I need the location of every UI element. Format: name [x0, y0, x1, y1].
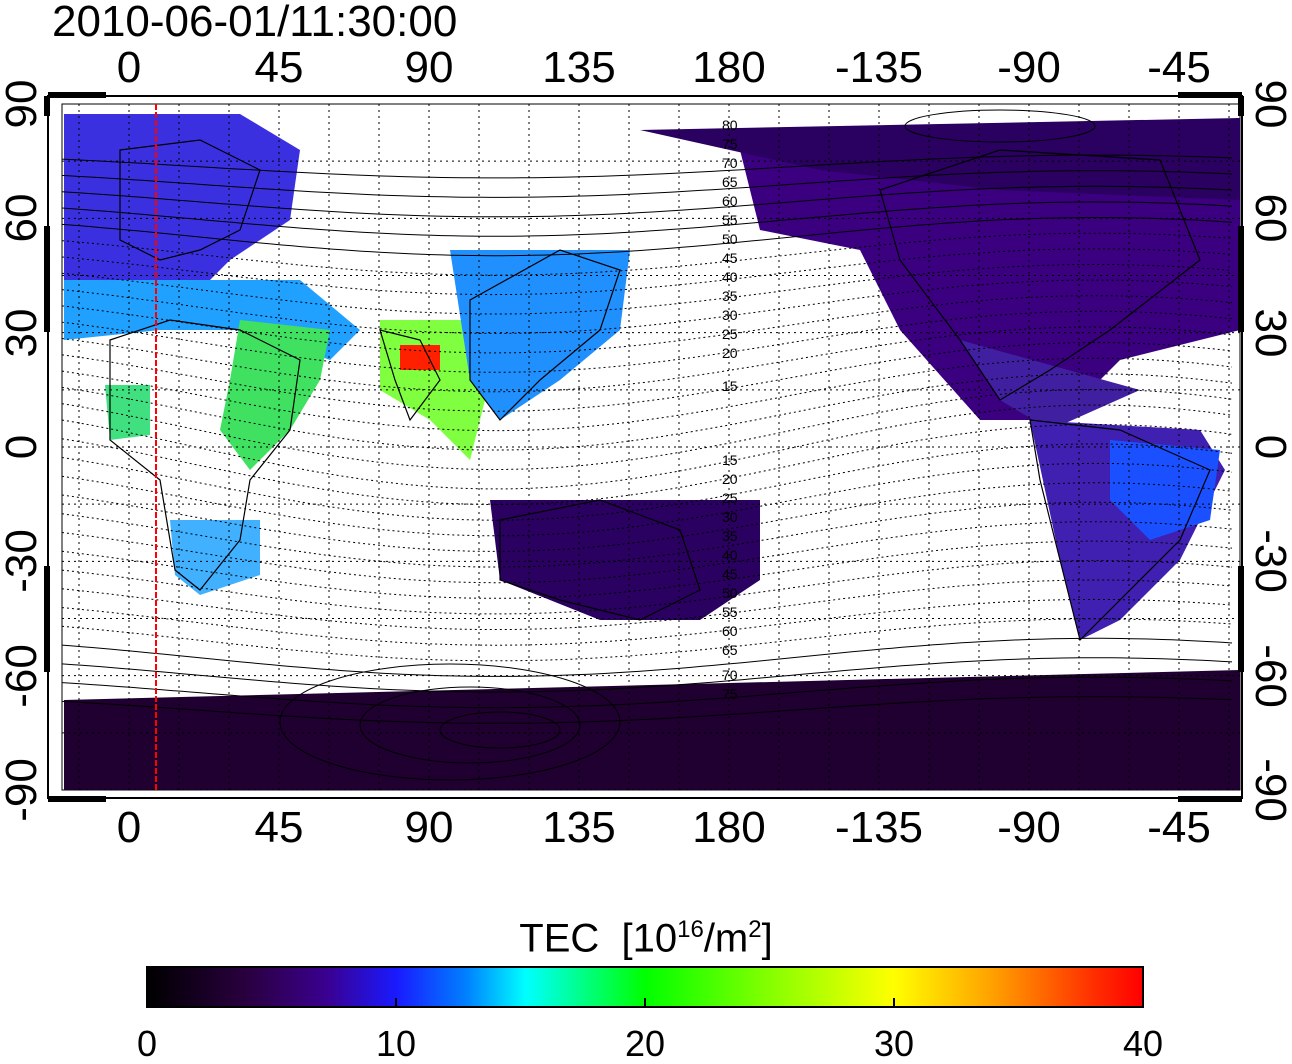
tec-west-africa	[105, 385, 150, 440]
y-tick-left-3: 0	[0, 434, 46, 460]
x-tick-bottom-3: 135	[542, 803, 616, 852]
x-tick-bottom-7: -45	[1147, 803, 1211, 852]
tec-east-africa	[220, 320, 330, 470]
coastline-1	[109, 319, 301, 591]
contour-label-north-6: 50	[722, 231, 738, 247]
coastlines	[109, 139, 1211, 642]
contour-label-south-1: 20	[722, 471, 738, 487]
contour-label-south-9: 60	[722, 623, 738, 639]
colorbar-unit-exponent: 16	[677, 916, 704, 943]
coastline-2	[379, 329, 441, 422]
tec-antarctica	[64, 670, 1240, 790]
x-tick-top-1: 45	[254, 43, 304, 92]
map-content	[62, 104, 1240, 790]
contour-label-north-13: 15	[722, 378, 738, 394]
contour-label-south-12: 75	[722, 686, 738, 702]
coastline-4	[499, 499, 701, 621]
contour-label-north-12: 20	[722, 345, 738, 361]
coastline-3	[469, 249, 621, 421]
y-tick-left-2: 30	[0, 308, 46, 358]
colorbar-unit-suffix: ]	[761, 916, 773, 961]
coastline-0	[119, 139, 261, 261]
colorbar-tick-mark-2	[644, 998, 646, 1008]
x-tick-top-5: -135	[834, 43, 924, 92]
contour-label-south-6: 45	[722, 566, 738, 582]
tec-central-america	[960, 340, 1140, 430]
contour-label-south-11: 70	[722, 667, 738, 683]
colorbar-tick-0: 0	[136, 1023, 158, 1064]
colorbar-unit-prefix: [10	[621, 916, 678, 961]
map-timestamp-title: 2010-06-01/11:30:00	[52, 0, 458, 46]
colorbar-tick-mark-3	[893, 998, 895, 1008]
y-tick-right-0: 90	[1246, 79, 1292, 129]
x-tick-top-6: -90	[997, 43, 1061, 92]
contour-label-north-1: 75	[722, 136, 738, 152]
contour-label-north-3: 65	[722, 174, 738, 190]
x-tick-bottom-6: -90	[997, 803, 1061, 852]
contour-label-north-9: 35	[722, 288, 738, 304]
axis-border-bars	[44, 92, 1244, 802]
x-tick-top-4: 180	[692, 43, 766, 92]
x-tick-bottom-2: 90	[404, 803, 454, 852]
x-tick-bottom-1: 45	[254, 803, 304, 852]
contour-label-north-10: 30	[722, 307, 738, 323]
colorbar-tick-2: 20	[624, 1023, 666, 1064]
y-tick-right-2: 30	[1246, 308, 1292, 358]
tec-australia	[490, 500, 760, 620]
lat-lon-grid	[62, 104, 1240, 790]
x-tick-bottom-4: 180	[692, 803, 766, 852]
contour-label-south-10: 65	[722, 642, 738, 658]
map-frame	[47, 95, 1243, 799]
y-tick-left-1: 60	[0, 193, 46, 243]
colorbar-tick-mark-1	[395, 998, 397, 1008]
tec-hotspot-bengal	[400, 345, 440, 370]
y-tick-left-6: -90	[0, 758, 46, 822]
contour-labels: 80 75 70 65 60 55 50 45 40 35 30 25 20 15 15 20 25 30 35 40…	[722, 117, 738, 702]
coastline-5	[879, 149, 1201, 401]
colorbar-unit-mid: /m	[703, 916, 749, 961]
colorbar-unit-exponent-2: 2	[748, 916, 762, 943]
colorbar-title-name: TEC	[519, 916, 600, 961]
x-tick-top-0: 0	[116, 43, 142, 92]
y-tick-right-5: -60	[1246, 643, 1292, 708]
magnetic-latitude-contours	[62, 109, 1233, 781]
contour-label-south-8: 55	[722, 604, 738, 620]
x-tick-top-7: -45	[1147, 43, 1211, 92]
tec-patches	[64, 114, 1240, 790]
coastline-6	[1029, 419, 1211, 642]
contour-label-south-4: 35	[722, 528, 738, 544]
y-tick-left-0: 90	[0, 79, 46, 129]
tec-south-africa	[170, 520, 260, 595]
contour-label-north-5: 55	[722, 212, 738, 228]
colorbar-tick-3: 30	[873, 1023, 915, 1064]
contour-label-south-2: 25	[722, 490, 738, 506]
contour-label-south-7: 50	[722, 585, 738, 601]
x-tick-bottom-0: 0	[116, 803, 142, 852]
x-tick-bottom-5: -135	[834, 803, 924, 852]
contour-label-north-7: 45	[722, 250, 738, 266]
contour-label-north-11: 25	[722, 326, 738, 342]
x-tick-top-3: 135	[542, 43, 616, 92]
contour-label-south-3: 30	[722, 509, 738, 525]
x-tick-top-2: 90	[404, 43, 454, 92]
y-tick-right-4: -30	[1246, 529, 1292, 594]
contour-label-north-0: 80	[722, 117, 738, 133]
colorbar-tick-4: 40	[1122, 1023, 1164, 1064]
y-tick-left-5: -60	[0, 643, 46, 708]
tec-brazil	[1110, 440, 1220, 540]
y-tick-left-4: -30	[0, 529, 46, 594]
colorbar-tick-1: 10	[375, 1023, 417, 1064]
contour-label-north-4: 60	[722, 193, 738, 209]
contour-label-south-0: 15	[722, 452, 738, 468]
colorbar-title: TEC [1016/m2]	[0, 906, 1292, 962]
y-tick-right-1: 60	[1246, 193, 1292, 243]
y-tick-right-6: -90	[1246, 758, 1292, 822]
y-tick-right-3: 0	[1246, 434, 1292, 460]
contour-label-north-8: 40	[722, 269, 738, 285]
contour-label-south-5: 40	[722, 547, 738, 563]
contour-label-north-2: 70	[722, 155, 738, 171]
tec-east-asia	[450, 250, 630, 420]
